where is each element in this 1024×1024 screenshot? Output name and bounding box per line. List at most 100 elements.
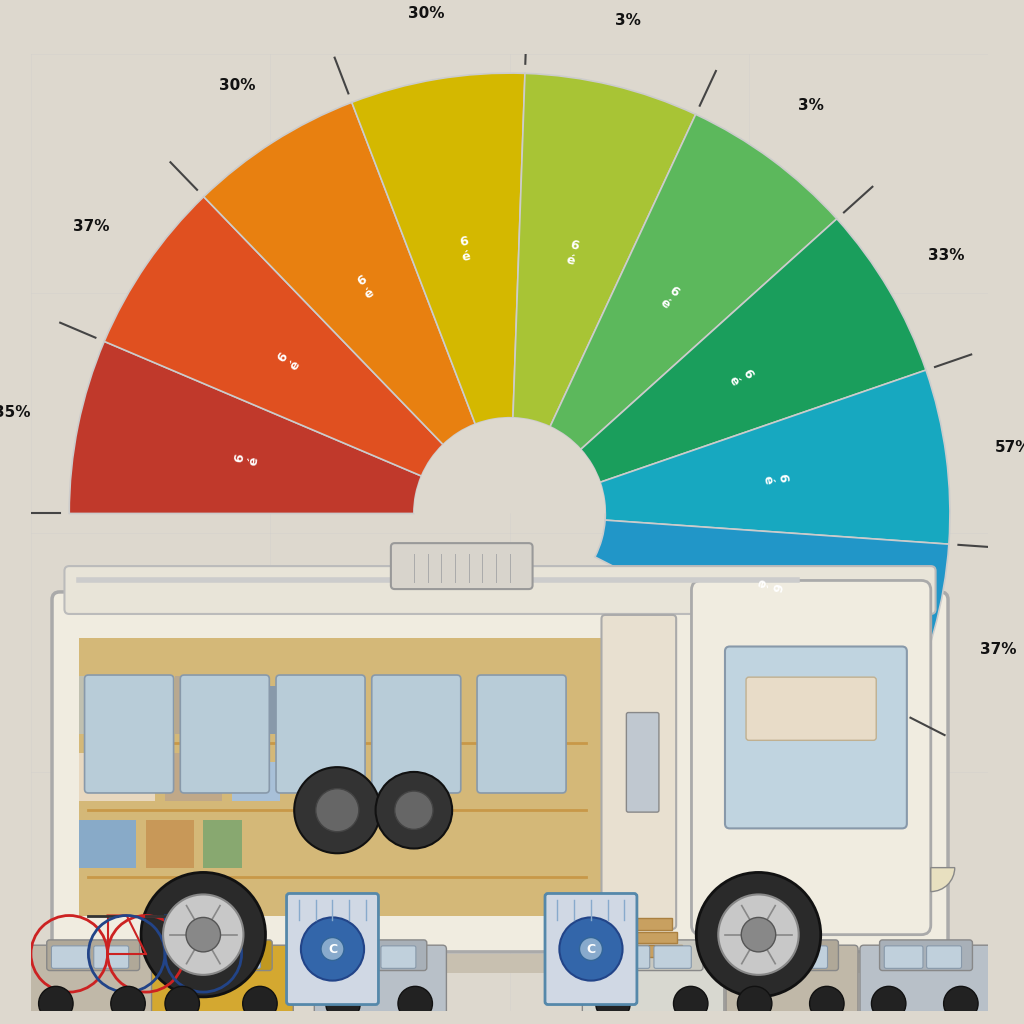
Circle shape bbox=[315, 788, 358, 831]
FancyBboxPatch shape bbox=[381, 946, 416, 969]
FancyBboxPatch shape bbox=[27, 945, 159, 1015]
Circle shape bbox=[141, 872, 265, 997]
FancyBboxPatch shape bbox=[52, 592, 948, 952]
Circle shape bbox=[394, 792, 433, 829]
FancyBboxPatch shape bbox=[334, 940, 427, 971]
FancyBboxPatch shape bbox=[276, 675, 365, 793]
Bar bbox=[145, 820, 194, 867]
Text: 30%: 30% bbox=[219, 78, 255, 93]
FancyBboxPatch shape bbox=[603, 940, 702, 971]
Circle shape bbox=[39, 986, 73, 1021]
Wedge shape bbox=[204, 102, 475, 444]
Circle shape bbox=[718, 894, 799, 975]
Bar bbox=[174, 676, 242, 733]
Circle shape bbox=[243, 986, 278, 1021]
Wedge shape bbox=[931, 867, 954, 892]
Circle shape bbox=[810, 986, 844, 1021]
Circle shape bbox=[737, 986, 772, 1021]
FancyBboxPatch shape bbox=[51, 946, 90, 969]
Bar bbox=[596, 945, 682, 956]
FancyBboxPatch shape bbox=[339, 946, 377, 969]
Bar bbox=[79, 676, 165, 733]
Circle shape bbox=[398, 986, 432, 1021]
FancyBboxPatch shape bbox=[739, 679, 883, 817]
Circle shape bbox=[294, 767, 380, 853]
Text: 37%: 37% bbox=[980, 641, 1017, 656]
FancyBboxPatch shape bbox=[152, 945, 293, 1015]
FancyBboxPatch shape bbox=[885, 946, 923, 969]
Wedge shape bbox=[595, 520, 949, 714]
Wedge shape bbox=[550, 115, 837, 450]
Bar bbox=[600, 932, 677, 943]
FancyBboxPatch shape bbox=[608, 946, 650, 969]
Wedge shape bbox=[414, 418, 605, 513]
FancyBboxPatch shape bbox=[173, 940, 272, 971]
Text: 3%: 3% bbox=[615, 12, 641, 28]
FancyBboxPatch shape bbox=[726, 945, 858, 1015]
Text: 6
é: 6 é bbox=[274, 350, 303, 373]
Text: 6
é: 6 é bbox=[657, 285, 681, 311]
Text: 6
é: 6 é bbox=[232, 453, 261, 467]
Text: 6
é: 6 é bbox=[761, 472, 790, 484]
Circle shape bbox=[741, 918, 776, 952]
FancyBboxPatch shape bbox=[372, 675, 461, 793]
Circle shape bbox=[163, 894, 244, 975]
FancyBboxPatch shape bbox=[583, 945, 724, 1015]
Text: 3%: 3% bbox=[799, 98, 824, 113]
Circle shape bbox=[944, 986, 978, 1021]
Circle shape bbox=[696, 872, 820, 997]
Bar bbox=[79, 753, 156, 801]
FancyBboxPatch shape bbox=[691, 581, 931, 935]
Text: 57%: 57% bbox=[994, 439, 1024, 455]
Circle shape bbox=[111, 986, 145, 1021]
FancyBboxPatch shape bbox=[287, 894, 379, 1005]
Bar bbox=[232, 762, 280, 801]
FancyBboxPatch shape bbox=[47, 940, 139, 971]
Bar bbox=[204, 820, 242, 867]
FancyBboxPatch shape bbox=[94, 946, 129, 969]
Circle shape bbox=[321, 938, 344, 961]
Text: 37%: 37% bbox=[74, 218, 110, 233]
Bar bbox=[299, 753, 347, 801]
FancyBboxPatch shape bbox=[746, 677, 877, 740]
Circle shape bbox=[596, 986, 630, 1021]
FancyBboxPatch shape bbox=[793, 946, 827, 969]
FancyBboxPatch shape bbox=[545, 894, 637, 1005]
FancyBboxPatch shape bbox=[627, 713, 658, 812]
FancyBboxPatch shape bbox=[314, 945, 446, 1015]
Circle shape bbox=[326, 986, 360, 1021]
FancyBboxPatch shape bbox=[880, 940, 973, 971]
Wedge shape bbox=[581, 219, 926, 482]
Circle shape bbox=[301, 918, 365, 981]
Circle shape bbox=[871, 986, 906, 1021]
Circle shape bbox=[580, 938, 602, 961]
FancyBboxPatch shape bbox=[751, 946, 788, 969]
FancyBboxPatch shape bbox=[860, 945, 992, 1015]
Text: C: C bbox=[328, 942, 337, 955]
Bar bbox=[165, 753, 222, 801]
Circle shape bbox=[165, 986, 200, 1021]
FancyBboxPatch shape bbox=[477, 675, 566, 793]
Text: 35%: 35% bbox=[0, 404, 31, 420]
Wedge shape bbox=[513, 74, 695, 427]
Wedge shape bbox=[600, 370, 950, 544]
Text: 33%: 33% bbox=[929, 249, 965, 263]
FancyBboxPatch shape bbox=[745, 940, 839, 971]
FancyBboxPatch shape bbox=[725, 646, 907, 828]
FancyBboxPatch shape bbox=[177, 946, 219, 969]
Circle shape bbox=[186, 918, 220, 952]
Bar bbox=[251, 686, 308, 733]
FancyBboxPatch shape bbox=[79, 638, 605, 915]
Text: 6
é: 6 é bbox=[754, 578, 782, 593]
FancyBboxPatch shape bbox=[85, 675, 174, 793]
FancyBboxPatch shape bbox=[654, 946, 691, 969]
Bar bbox=[50, 953, 969, 973]
FancyBboxPatch shape bbox=[601, 615, 676, 929]
Text: 6
é: 6 é bbox=[459, 234, 472, 263]
FancyBboxPatch shape bbox=[391, 543, 532, 589]
FancyBboxPatch shape bbox=[927, 946, 962, 969]
Circle shape bbox=[376, 772, 453, 849]
Wedge shape bbox=[352, 73, 525, 424]
Circle shape bbox=[674, 986, 708, 1021]
Wedge shape bbox=[70, 341, 422, 513]
